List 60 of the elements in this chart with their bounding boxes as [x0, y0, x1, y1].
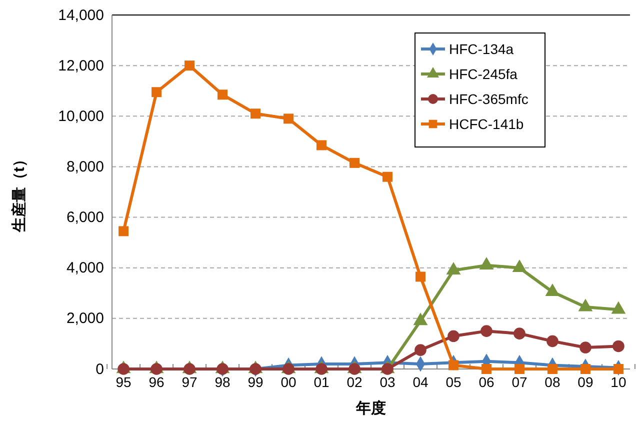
point [282, 363, 294, 375]
y-tick-label: 14,000 [58, 6, 104, 24]
y-axis-title: 生産量（t） [10, 152, 28, 233]
x-tick-label: 99 [248, 374, 264, 390]
point [481, 364, 492, 374]
point [184, 60, 195, 71]
y-tick-label: 2,000 [66, 310, 104, 328]
x-tick-label: 97 [182, 374, 198, 390]
x-tick-label: 08 [544, 374, 560, 390]
y-tick-label: 6,000 [66, 209, 104, 226]
point [448, 360, 458, 370]
point [580, 342, 592, 354]
point [382, 363, 394, 375]
legend-label: HFC-245fa [449, 66, 518, 82]
point [514, 364, 524, 374]
x-tick-label: 98 [214, 374, 231, 390]
point [415, 272, 426, 282]
x-tick-label: 10 [610, 374, 626, 390]
x-tick-label: 96 [148, 374, 165, 390]
x-tick-label: 01 [314, 374, 330, 390]
point [118, 363, 130, 375]
legend-label: HCFC-141b [449, 116, 524, 132]
y-tick-label: 4,000 [66, 260, 104, 277]
point [546, 335, 558, 348]
x-tick-label: 09 [578, 374, 594, 390]
x-tick-label: 07 [512, 374, 528, 390]
point [547, 364, 558, 374]
point [514, 328, 526, 340]
y-tick-label: 0 [96, 360, 104, 378]
point [316, 140, 327, 150]
point [150, 363, 162, 375]
x-tick-label: 95 [116, 374, 132, 390]
point [218, 90, 228, 100]
x-tick-label: 04 [412, 374, 428, 390]
point [316, 363, 328, 375]
point [612, 340, 624, 352]
x-tick-label: 05 [446, 374, 462, 390]
point [350, 158, 360, 168]
point [613, 364, 624, 374]
x-tick-label: 00 [280, 374, 297, 390]
point [184, 363, 196, 375]
point [152, 87, 162, 98]
legend-label: HFC-134a [449, 41, 514, 57]
point [448, 330, 460, 342]
point [480, 325, 492, 337]
point [382, 172, 392, 182]
y-tick-label: 12,000 [58, 57, 104, 74]
point [414, 344, 426, 356]
x-tick-label: 03 [380, 374, 396, 390]
y-tick-label: 10,000 [58, 108, 104, 125]
x-tick-label: 06 [478, 374, 494, 390]
x-axis-title: 年度 [355, 399, 386, 417]
point [348, 363, 360, 375]
point [580, 364, 590, 374]
x-tick-label: 02 [346, 374, 362, 390]
point [250, 108, 261, 119]
point [284, 114, 294, 124]
point [118, 226, 129, 236]
y-tick-label: 8,000 [66, 158, 104, 176]
legend-label: HFC-365mfc [449, 91, 528, 107]
